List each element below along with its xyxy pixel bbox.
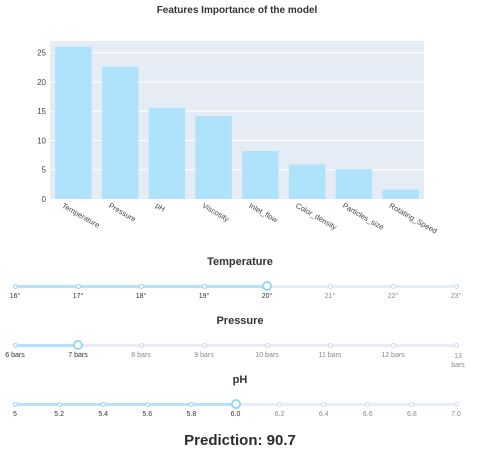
pressure-slider-track[interactable]: [15, 344, 456, 347]
x-tick-label: Color_density: [294, 201, 338, 232]
pressure-slider-mark[interactable]: 12 bars: [381, 352, 405, 359]
pressure-slider-dot[interactable]: [327, 343, 333, 348]
pressure-slider-dot[interactable]: [12, 343, 18, 348]
pressure-slider-mark[interactable]: 9 bars: [194, 352, 214, 359]
ph-slider-mark[interactable]: 6.0: [230, 411, 241, 418]
pressure-slider-mark[interactable]: 7 bars: [68, 352, 88, 359]
x-tick-label: Viscosity: [201, 201, 231, 224]
pressure-slider-title: Pressure: [216, 315, 264, 327]
pressure-slider-dot[interactable]: [264, 343, 270, 348]
pressure-slider-fill: [15, 344, 78, 347]
pressure-slider-dot[interactable]: [453, 343, 459, 348]
ph-slider-dot[interactable]: [188, 402, 194, 407]
pressure-slider-mark[interactable]: 11 bars: [318, 352, 342, 359]
x-tick-label: Pressure: [107, 201, 137, 224]
temperature-slider-mark[interactable]: 23°: [450, 293, 462, 300]
chart-title: Features Importance of the model: [157, 5, 318, 16]
bar-particles-size[interactable]: [335, 169, 373, 199]
temperature-slider-mark[interactable]: 22°: [387, 293, 399, 300]
bar-pressure[interactable]: [101, 66, 139, 200]
x-tick-label: Temperature: [60, 201, 101, 230]
bar-rotating-speed[interactable]: [382, 189, 419, 199]
ph-slider-mark[interactable]: 6.4: [318, 411, 329, 418]
ph-slider-mark[interactable]: 6.8: [407, 411, 417, 418]
pressure-slider-mark[interactable]: 10 bars: [255, 352, 279, 359]
pressure-slider-handle[interactable]: [73, 339, 83, 350]
temperature-slider-dot[interactable]: [201, 284, 207, 289]
ph-slider-mark[interactable]: 5.2: [54, 411, 64, 418]
pressure-slider-dot[interactable]: [201, 343, 207, 348]
x-tick-label: Particles_size: [341, 201, 386, 232]
temperature-slider-mark[interactable]: 17°: [72, 293, 84, 300]
temperature-slider-mark[interactable]: 21°: [324, 293, 336, 300]
temperature-slider-mark[interactable]: 19°: [198, 293, 210, 300]
ph-slider-dot[interactable]: [144, 402, 150, 407]
bar-temperature[interactable]: [55, 46, 92, 199]
x-tick-label: Rotating_Speed: [388, 201, 439, 236]
temperature-slider-mark[interactable]: 20°: [261, 293, 273, 300]
temperature-slider-dot[interactable]: [390, 284, 396, 289]
x-tick-label: pH: [154, 201, 167, 214]
ph-slider-mark[interactable]: 7.0: [451, 411, 461, 418]
y-tick-label: 25: [37, 49, 46, 58]
ph-slider-handle[interactable]: [230, 398, 241, 409]
temperature-slider-dot[interactable]: [75, 284, 81, 289]
ph-slider-dot[interactable]: [321, 402, 327, 407]
bar-color-density[interactable]: [288, 164, 326, 199]
temperature-slider-title: Temperature: [207, 256, 273, 268]
ph-slider-mark[interactable]: 6.6: [362, 411, 373, 418]
ph-slider-mark[interactable]: 5.6: [142, 411, 153, 418]
ph-slider-dot[interactable]: [365, 402, 371, 407]
ph-slider-title: pH: [232, 374, 248, 386]
y-tick-label: 20: [37, 78, 46, 87]
temperature-slider-mark[interactable]: 16°: [9, 293, 21, 300]
ph-slider-dot[interactable]: [453, 402, 459, 407]
ph-slider-mark[interactable]: 5.8: [186, 411, 197, 418]
y-tick-label: 15: [37, 107, 46, 116]
temperature-slider-dot[interactable]: [138, 284, 144, 289]
temperature-slider-dot[interactable]: [327, 284, 333, 289]
ph-slider-mark[interactable]: 5.4: [98, 411, 109, 418]
x-tick-label: Inlet_flow: [247, 201, 279, 225]
ph-slider-mark[interactable]: 5: [13, 411, 17, 418]
y-tick-label: 5: [42, 166, 47, 175]
y-tick-label: 10: [37, 136, 46, 145]
ph-slider-dot[interactable]: [12, 402, 18, 407]
ph-slider-dot[interactable]: [100, 402, 106, 407]
ph-slider-dot[interactable]: [277, 402, 283, 407]
feature-importance-chart: Features Importance of the model 0 5 10 15 2…: [37, 5, 439, 236]
ph-slider-fill: [15, 403, 236, 406]
temperature-slider-mark[interactable]: 18°: [135, 293, 147, 300]
pressure-slider-dot[interactable]: [390, 343, 396, 348]
ph-slider-mark[interactable]: 6.2: [274, 411, 285, 418]
bar-inlet-flow[interactable]: [242, 151, 279, 199]
pressure-slider-mark[interactable]: 6 bars: [5, 352, 25, 359]
prediction-text: Prediction: 90.7: [184, 432, 296, 449]
ph-slider-dot[interactable]: [56, 402, 62, 407]
bar-viscosity[interactable]: [195, 115, 232, 199]
pressure-slider-dot[interactable]: [138, 343, 144, 348]
pressure-slider-mark[interactable]: 8 bars: [131, 352, 151, 359]
temperature-slider-dot[interactable]: [453, 284, 459, 289]
bar-ph[interactable]: [148, 107, 186, 199]
temperature-slider-dot[interactable]: [12, 284, 18, 289]
temperature-slider-handle[interactable]: [262, 280, 272, 291]
ph-slider-dot[interactable]: [409, 402, 415, 407]
pressure-slider-mark[interactable]: 13 bars: [451, 353, 465, 369]
y-tick-label: 0: [42, 195, 47, 204]
